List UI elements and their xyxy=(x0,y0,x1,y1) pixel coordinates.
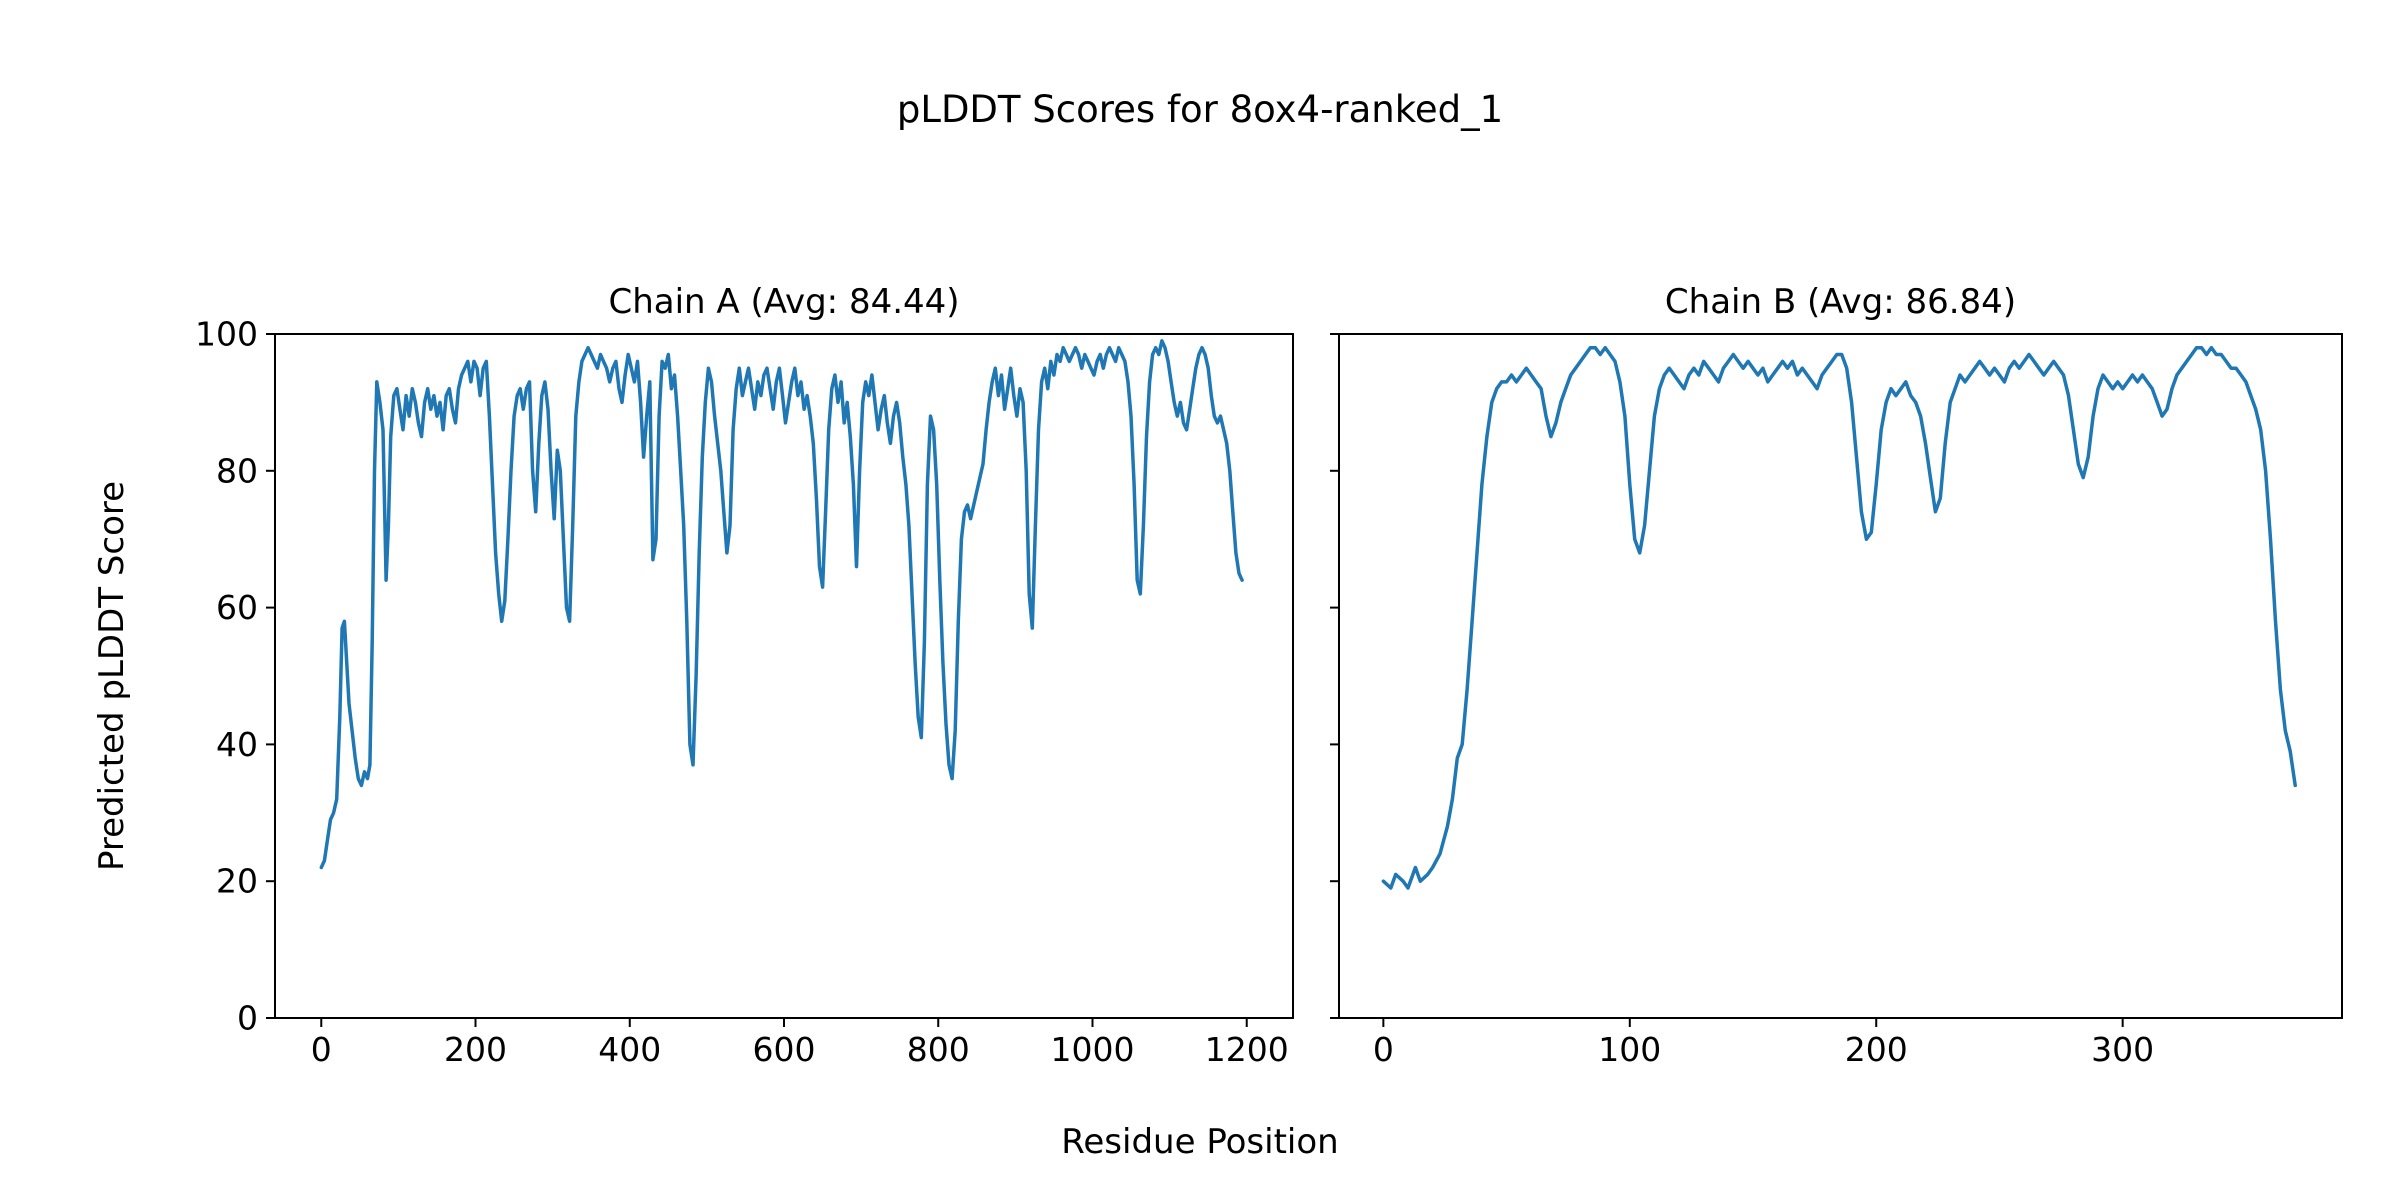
y-tick-label: 60 xyxy=(216,588,258,627)
plddt-score-line xyxy=(1381,345,2297,890)
x-tick-label: 0 xyxy=(1373,1030,1394,1069)
x-tick-label: 300 xyxy=(2091,1030,2154,1069)
x-tick-label: 200 xyxy=(1845,1030,1908,1069)
x-tick-label: 1000 xyxy=(1050,1030,1134,1069)
x-tick-label: 0 xyxy=(311,1030,332,1069)
y-tick-label: 100 xyxy=(195,315,258,354)
chain-a-subplot-title: Chain A (Avg: 84.44) xyxy=(608,282,960,322)
y-tick-label: 40 xyxy=(216,725,258,764)
x-tick-label: 1200 xyxy=(1205,1030,1289,1069)
y-tick-label: 0 xyxy=(237,999,258,1038)
chain-b-subplot-title: Chain B (Avg: 86.84) xyxy=(1664,282,2017,322)
chain-a-plot-area: 0 200 400 600 800 1000 1200 0 20 40 60 80 100 xyxy=(195,315,1294,1069)
y-tick-label: 20 xyxy=(216,862,258,901)
x-tick-label: 400 xyxy=(598,1030,661,1069)
x-tick-label: 100 xyxy=(1598,1030,1661,1069)
x-tick-label: 600 xyxy=(753,1030,816,1069)
plot-spines xyxy=(1338,333,2343,1019)
x-axis-label: Residue Position xyxy=(1061,1122,1339,1162)
y-tick-label: 80 xyxy=(216,451,258,490)
y-axis-label: Predicted pLDDT Score xyxy=(92,480,132,872)
plot-spines xyxy=(274,333,1294,1019)
x-tick-label: 200 xyxy=(444,1030,507,1069)
chain-b-plot-area: 0 100 200 300 xyxy=(1330,333,2343,1069)
x-tick-label: 800 xyxy=(907,1030,970,1069)
plddt-score-line xyxy=(319,339,1244,870)
figure-title: pLDDT Scores for 8ox4-ranked_1 xyxy=(896,88,1504,131)
